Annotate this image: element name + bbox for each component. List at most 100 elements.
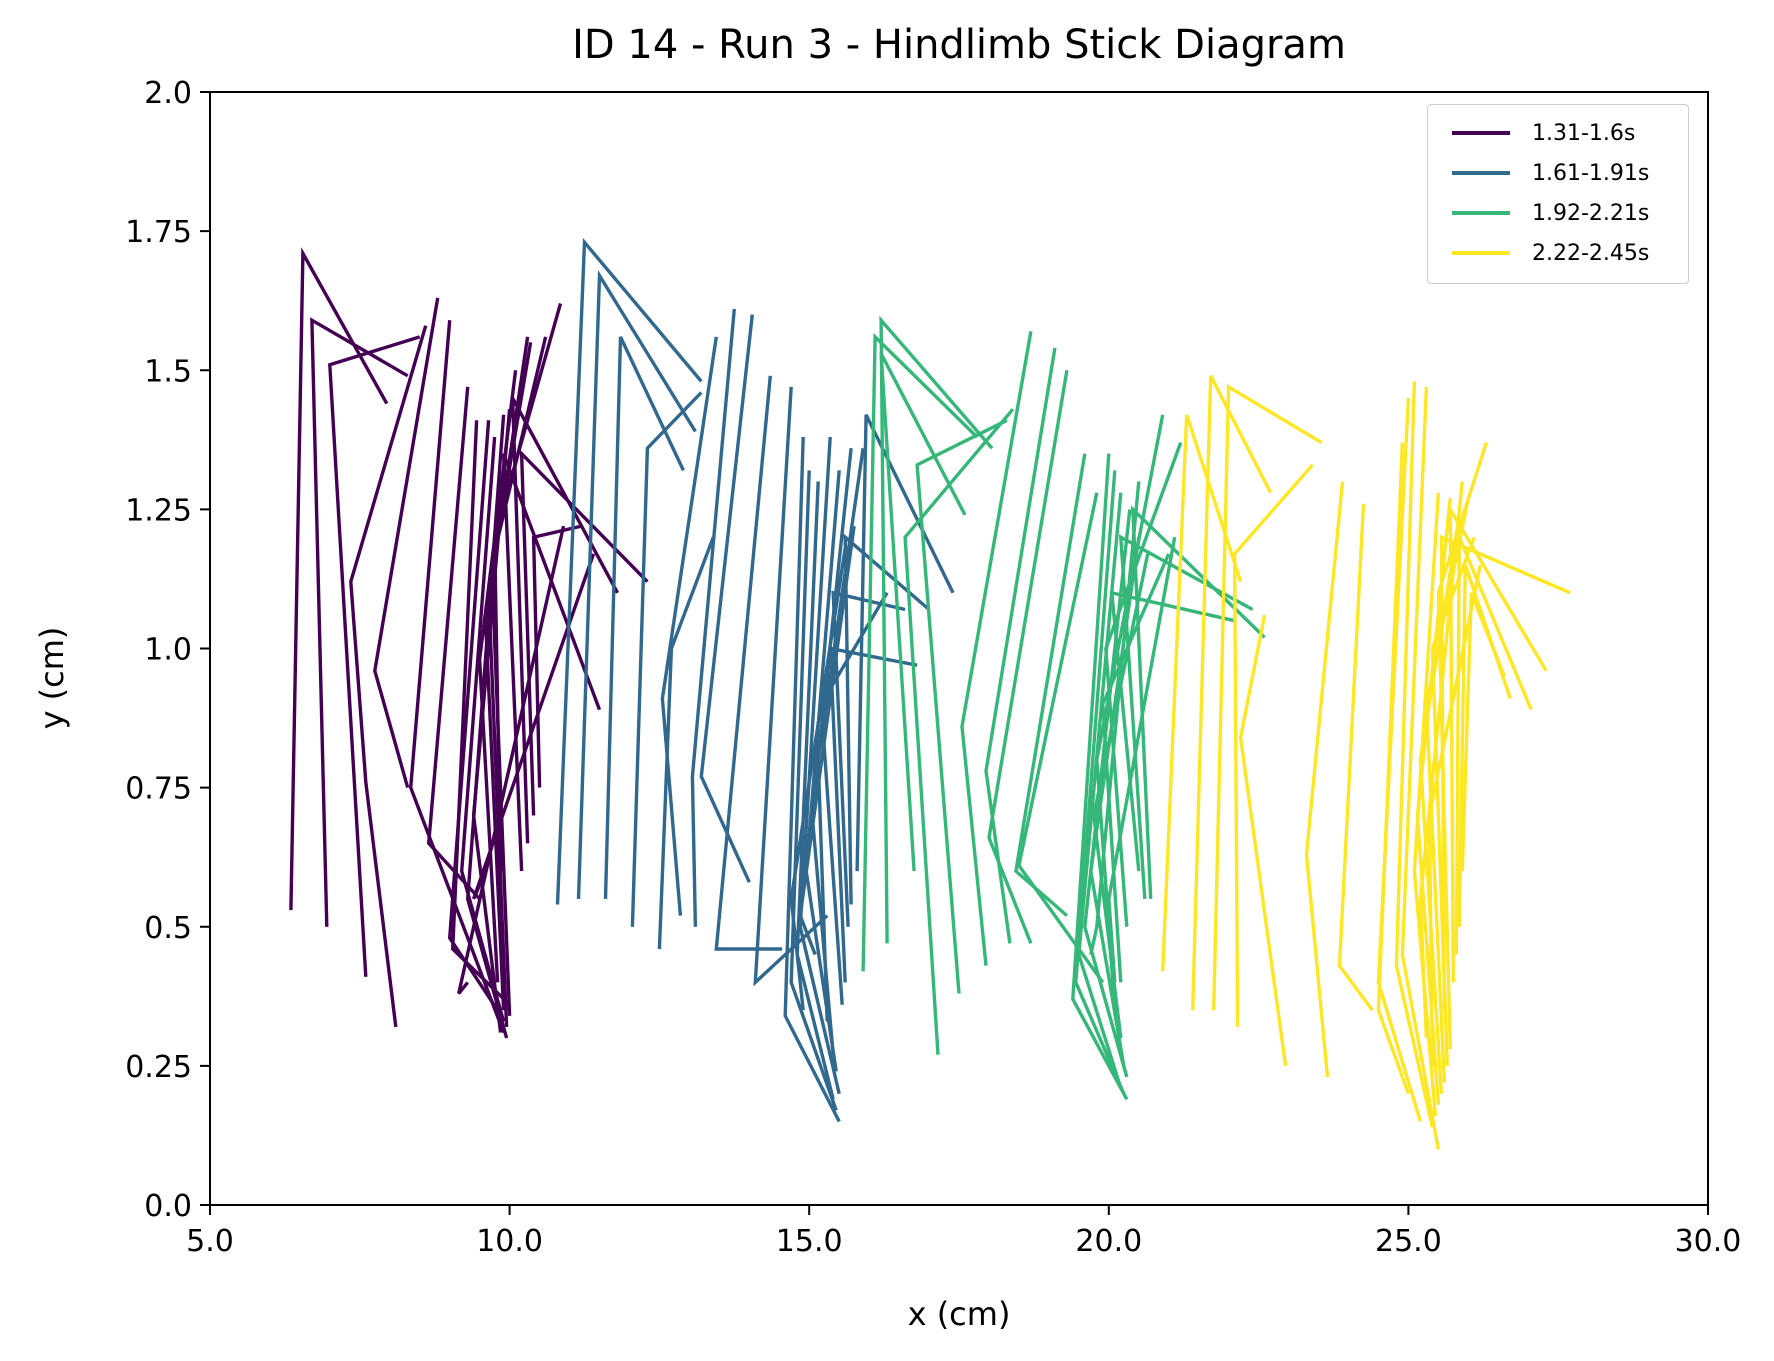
y-tick-label: 0.25 [125, 1050, 192, 1085]
stick-line-series-3 [1161, 414, 1243, 972]
stick-line-series-2 [879, 315, 994, 944]
legend-label: 1.92-2.21s [1532, 200, 1650, 226]
stick-line-series-2 [1107, 536, 1177, 983]
stick-line-series-0 [328, 335, 421, 977]
stick-line-series-0 [510, 397, 619, 844]
y-tick-label: 0.0 [144, 1189, 192, 1224]
y-axis: 0.0 0.25 0.5 0.75 1.0 1.25 1.5 1.75 2.0 [125, 76, 210, 1224]
stick-line-series-2 [1074, 470, 1126, 1095]
stick-line-series-0 [471, 553, 596, 900]
stick-line-series-0 [349, 325, 428, 1028]
y-tick-label: 1.0 [144, 633, 192, 668]
stick-line-series-2 [1083, 509, 1132, 1078]
stick-line-series-1 [690, 308, 736, 927]
stick-line-series-2 [984, 347, 1057, 944]
stick-line-series-0 [447, 420, 500, 1012]
stick-line-series-1 [843, 533, 931, 905]
stick-line-series-1 [798, 436, 841, 1095]
stick-line-series-1 [789, 548, 847, 1011]
x-tick-label: 20.0 [1075, 1224, 1142, 1259]
stick-line-series-3 [1238, 614, 1288, 1067]
stick-line-series-2 [1095, 414, 1165, 1011]
x-tick-label: 5.0 [186, 1224, 234, 1259]
x-tick-label: 10.0 [476, 1224, 543, 1259]
legend-item: 1.92-2.21s [1438, 193, 1678, 233]
stick-line-series-3 [1376, 398, 1423, 1122]
stick-line-series-1 [789, 470, 838, 1111]
stick-line-series-2 [1101, 553, 1171, 983]
stick-line-series-0 [492, 303, 563, 872]
stick-line-series-3 [1418, 481, 1464, 1039]
legend-item: 2.22-2.45s [1438, 233, 1678, 273]
stick-line-series-1 [816, 447, 865, 1022]
stick-line-series-1 [603, 336, 685, 899]
stick-line-series-2 [960, 331, 1033, 966]
stick-line-series-1 [630, 391, 703, 927]
stick-line-series-3 [1427, 564, 1482, 1066]
stick-line-series-2 [987, 370, 1069, 945]
legend-swatch [1452, 131, 1510, 135]
legend-label: 1.31-1.6s [1532, 120, 1636, 146]
stick-line-series-0 [531, 524, 582, 788]
stick-line-series-0 [310, 317, 409, 927]
y-tick-label: 0.5 [144, 911, 192, 946]
y-tick-label: 0.75 [125, 772, 192, 807]
stick-line-series-3 [1232, 463, 1314, 1027]
stick-line-series-1 [699, 314, 754, 883]
stick-line-series-3 [1454, 536, 1533, 955]
x-axis: 5.0 10.0 15.0 20.0 25.0 30.0 [186, 1205, 1741, 1259]
stick-line-series-0 [457, 525, 566, 995]
stick-line-series-0 [486, 342, 533, 1027]
x-tick-label: 15.0 [776, 1224, 843, 1259]
stick-line-series-3 [1191, 375, 1273, 1011]
legend-label: 2.22-2.45s [1532, 240, 1650, 266]
legend-label: 1.61-1.91s [1532, 160, 1650, 186]
stick-line-series-1 [714, 375, 783, 951]
stick-line-series-3 [1436, 442, 1488, 1050]
stick-line-series-0 [489, 336, 548, 1016]
stick-line-series-2 [1014, 453, 1087, 917]
stick-line-series-2 [861, 332, 979, 972]
y-tick-label: 1.25 [125, 493, 192, 528]
legend: 1.31-1.6s 1.61-1.91s 1.92-2.21s 2.22-2.4… [1427, 104, 1689, 284]
stick-line-series-1 [783, 436, 841, 1123]
stick-line-series-3 [1376, 442, 1410, 1095]
legend-swatch [1452, 171, 1510, 175]
stick-line-series-1 [798, 525, 856, 956]
x-tick-label: 25.0 [1375, 1224, 1442, 1259]
stick-line-series-0 [373, 297, 440, 789]
stick-line-series-2 [903, 408, 1015, 1055]
stick-line-series-3 [1448, 503, 1548, 983]
stick-line-series-0 [408, 320, 506, 1034]
stick-line-series-3 [1304, 481, 1345, 1078]
x-axis-label: x (cm) [907, 1295, 1011, 1333]
legend-swatch [1452, 211, 1510, 215]
stick-line-series-0 [289, 247, 389, 911]
y-tick-label: 2.0 [144, 76, 192, 111]
legend-item: 1.61-1.91s [1438, 153, 1678, 193]
chart-title: ID 14 - Run 3 - Hindlimb Stick Diagram [572, 22, 1346, 68]
y-axis-label: y (cm) [33, 626, 71, 730]
stick-line-series-3 [1460, 592, 1506, 872]
stick-line-series-2 [1071, 453, 1129, 1101]
stick-line-series-2 [1089, 481, 1141, 955]
stick-line-series-2 [915, 418, 1008, 994]
y-tick-label: 1.75 [125, 215, 192, 250]
stick-line-series-3 [1400, 386, 1441, 1150]
stick-line-series-2 [1130, 505, 1266, 899]
stick-line-series-3 [1212, 383, 1323, 1011]
stick-line-series-3 [1412, 492, 1441, 1117]
stick-line-series-3 [1418, 514, 1461, 1094]
legend-swatch [1452, 251, 1510, 255]
stick-line-series-1 [831, 590, 906, 927]
stick-line-series-3 [1337, 503, 1374, 1012]
stick-line-series-1 [660, 336, 718, 916]
plot-lines [289, 237, 1571, 1150]
legend-item: 1.31-1.6s [1438, 113, 1678, 153]
y-tick-label: 1.5 [144, 354, 192, 389]
stick-line-series-1 [555, 237, 703, 905]
stick-line-series-1 [576, 269, 697, 899]
stick-line-series-0 [519, 449, 649, 816]
stick-line-series-2 [879, 352, 967, 872]
